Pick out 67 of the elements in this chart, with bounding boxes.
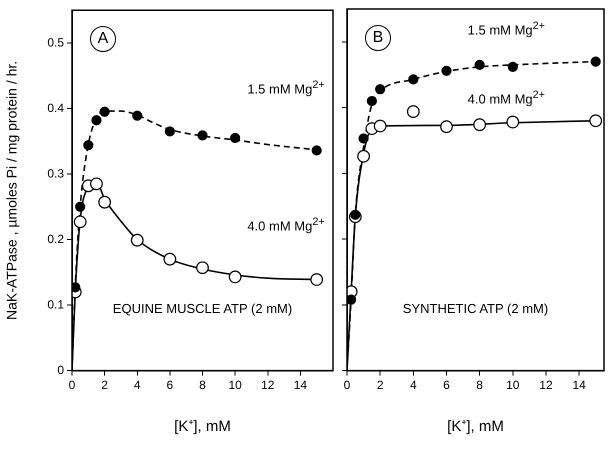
x-tick-label: 0 <box>344 378 351 392</box>
point <box>441 66 452 76</box>
point <box>440 120 453 134</box>
point <box>312 145 322 156</box>
point <box>83 140 94 150</box>
point <box>91 115 102 126</box>
x-axis-title: [K⁺], mM <box>447 418 504 436</box>
point <box>374 120 387 132</box>
annotation: SYNTHETIC ATP (2 mM) <box>402 300 548 316</box>
x-tick-label: 8 <box>199 378 206 392</box>
x-tick-label: 10 <box>228 378 242 392</box>
point <box>366 96 377 106</box>
y-tick-label: 0.3 <box>47 166 64 180</box>
point <box>590 56 601 67</box>
point <box>408 74 418 84</box>
point <box>164 126 175 137</box>
point <box>98 196 112 209</box>
x-tick-label: 6 <box>166 378 174 392</box>
point <box>75 202 86 212</box>
point <box>197 130 208 140</box>
point <box>100 106 110 117</box>
point <box>589 114 602 128</box>
y-tick-label: 0.4 <box>47 100 64 115</box>
y-tick-label: 0.2 <box>47 232 64 246</box>
point <box>347 294 356 305</box>
point <box>196 261 209 274</box>
point <box>230 132 240 144</box>
annotation: 4.0 mM Mg$^{2+}$ <box>468 88 546 106</box>
point <box>130 234 144 247</box>
point <box>310 273 324 286</box>
x-tick-label: 14 <box>294 378 308 392</box>
x-tick-label: 8 <box>476 378 484 392</box>
point <box>506 116 520 128</box>
point <box>508 62 518 72</box>
annotation: A <box>90 26 116 52</box>
y-tick-label: 0.5 <box>47 35 64 50</box>
x-tick-label: 12 <box>539 378 553 392</box>
point <box>474 60 485 70</box>
annotation: 1.5 mM Mg$^{2+}$ <box>468 20 546 38</box>
x-axis-title: [K⁺], mM <box>174 418 231 436</box>
x-tick-label: 0 <box>68 378 76 392</box>
point <box>90 177 103 190</box>
point <box>406 105 420 118</box>
annotation: B <box>365 25 391 51</box>
annotation: EQUINE MUSCLE ATP (2 mM) <box>112 300 292 316</box>
annotation: 1.5 mM Mg$^{2+}$ <box>247 78 325 96</box>
x-tick-label: 14 <box>572 378 586 392</box>
point <box>132 110 142 121</box>
x-tick-label: 2 <box>101 378 108 392</box>
y-tick-label: 0 <box>57 362 64 377</box>
x-tick-label: 4 <box>410 378 417 392</box>
point <box>163 252 176 266</box>
point <box>358 133 369 144</box>
point <box>228 270 242 284</box>
point <box>375 84 386 94</box>
point <box>74 215 87 228</box>
x-tick-label: 10 <box>506 378 520 392</box>
y-axis-title: NaK-ATPase , µmoles Pi / mg protein / hr. <box>3 60 20 320</box>
point <box>357 150 370 163</box>
x-tick-label: 6 <box>443 378 450 392</box>
x-tick-label: 4 <box>134 378 141 392</box>
y-tick-label: 0.1 <box>47 297 64 312</box>
x-tick-label: 2 <box>376 378 384 392</box>
point <box>473 118 486 132</box>
annotation: 4.0 mM Mg$^{2+}$ <box>247 216 325 233</box>
point <box>350 210 360 220</box>
x-tick-label: 12 <box>261 378 275 392</box>
